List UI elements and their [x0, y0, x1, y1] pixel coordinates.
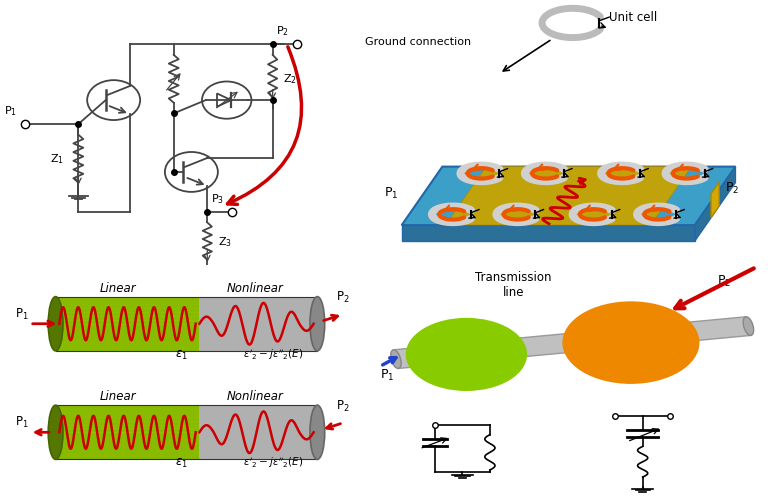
Ellipse shape: [48, 405, 63, 459]
Text: Linear: Linear: [100, 281, 137, 294]
Text: P$_3$: P$_3$: [211, 192, 224, 205]
Text: Z$_2$: Z$_2$: [283, 72, 297, 86]
Text: Transmission
line: Transmission line: [475, 271, 551, 299]
Text: Z$_1$: Z$_1$: [50, 152, 64, 166]
Polygon shape: [445, 167, 691, 225]
Text: P$_2$: P$_2$: [717, 273, 731, 288]
Ellipse shape: [391, 350, 401, 369]
Text: Nonlinear: Nonlinear: [227, 389, 283, 402]
Text: P$_2$: P$_2$: [725, 180, 740, 195]
Text: P$_2$: P$_2$: [336, 290, 349, 305]
Text: Nonlinear
Lorentzian: Nonlinear Lorentzian: [433, 344, 499, 366]
Text: P$_1$: P$_1$: [4, 104, 17, 118]
Ellipse shape: [743, 317, 753, 336]
Text: P$_2$: P$_2$: [276, 25, 289, 38]
FancyArrowPatch shape: [227, 48, 302, 205]
Polygon shape: [393, 317, 751, 369]
Text: Nonlinear: Nonlinear: [227, 281, 283, 294]
Text: Nonlinear
Fano: Nonlinear Fano: [597, 329, 665, 357]
Polygon shape: [55, 405, 200, 459]
Ellipse shape: [48, 297, 63, 351]
Text: Z$_3$: Z$_3$: [218, 234, 232, 248]
Ellipse shape: [310, 297, 325, 351]
Polygon shape: [200, 297, 317, 351]
Polygon shape: [402, 225, 695, 241]
Text: $\varepsilon'_2-j\varepsilon''_2(E)$: $\varepsilon'_2-j\varepsilon''_2(E)$: [243, 347, 303, 361]
Polygon shape: [402, 167, 736, 225]
Text: P$_1$: P$_1$: [380, 367, 395, 382]
Circle shape: [562, 302, 700, 384]
Polygon shape: [711, 183, 719, 218]
Text: P$_1$: P$_1$: [383, 185, 398, 200]
Text: P$_1$: P$_1$: [15, 414, 28, 429]
Text: P$_1$: P$_1$: [15, 306, 28, 321]
Text: $\varepsilon'_2-j\varepsilon''_2(E)$: $\varepsilon'_2-j\varepsilon''_2(E)$: [243, 455, 303, 469]
Text: $\varepsilon_1$: $\varepsilon_1$: [174, 348, 187, 361]
Text: Linear: Linear: [100, 389, 137, 402]
Polygon shape: [695, 167, 736, 241]
Text: P$_2$: P$_2$: [336, 398, 349, 413]
Text: Unit cell: Unit cell: [609, 11, 657, 24]
Circle shape: [406, 318, 527, 391]
Polygon shape: [55, 297, 200, 351]
Polygon shape: [200, 405, 317, 459]
Text: $\varepsilon_1$: $\varepsilon_1$: [174, 456, 187, 469]
Text: Ground connection: Ground connection: [365, 37, 471, 47]
Ellipse shape: [310, 405, 325, 459]
